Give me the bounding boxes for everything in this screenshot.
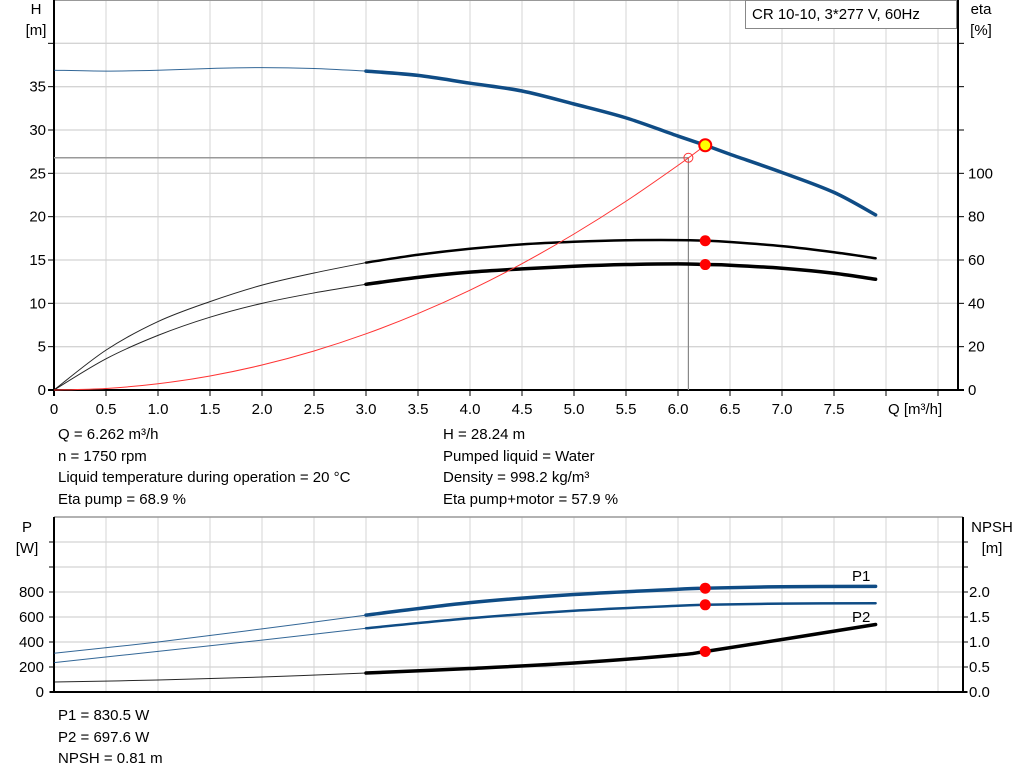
info-head: H = 28.24 m — [443, 426, 526, 443]
y-tick-label-left: 35 — [29, 79, 46, 96]
y-axis-title-right: NPSH — [971, 519, 1013, 536]
y-tick-label-left: 5 — [38, 339, 46, 356]
head-curve-thin — [53, 67, 367, 72]
info-p1: P1 = 830.5 W — [58, 707, 150, 724]
eta-pump-duty-marker — [699, 235, 711, 247]
p2-curve — [364, 602, 877, 630]
p2-series-label: P2 — [852, 609, 870, 626]
x-tick-label: 7.5 — [824, 401, 845, 418]
x-tick-label: 3.5 — [408, 401, 429, 418]
x-tick-label: 0.5 — [96, 401, 117, 418]
eta-pump-curve-thin — [53, 262, 367, 391]
head-curve — [364, 69, 878, 217]
x-tick-label: 1.5 — [200, 401, 221, 418]
npsh-curve-thin — [53, 672, 367, 683]
y-axis-unit-right: [m] — [982, 540, 1003, 557]
p1-curve-thin — [53, 614, 367, 654]
x-tick-label: 0 — [50, 401, 58, 418]
y-tick-label-right: 40 — [968, 295, 985, 312]
y-tick-label-right: 1.0 — [969, 634, 990, 651]
y-tick-label-right: 0 — [968, 382, 976, 399]
npsh-duty-marker — [699, 646, 711, 657]
y-tick-label-right: 0.0 — [969, 684, 990, 701]
x-tick-label: 4.5 — [512, 401, 533, 418]
system-curve-curve — [53, 144, 706, 391]
info-liquid-temperature: Liquid temperature during operation = 20… — [58, 469, 351, 486]
y-tick-label-right: 100 — [968, 165, 993, 182]
x-tick-label: 4.0 — [460, 401, 481, 418]
y-tick-label-left: 0 — [38, 382, 46, 399]
y-tick-label-left: 30 — [29, 122, 46, 139]
x-tick-label: 3.0 — [356, 401, 377, 418]
info-speed: n = 1750 rpm — [58, 447, 147, 465]
p1-curve — [364, 584, 878, 617]
y-axis-unit-right: [%] — [970, 22, 992, 39]
info-power: P1 = 830.5 W P2 = 697.6 W NPSH = 0.81 m — [58, 705, 163, 770]
legend-box — [745, 0, 957, 29]
y-axis-title-left: P — [22, 519, 32, 536]
eta-pump-motor-duty-marker — [699, 259, 711, 271]
y-tick-label-right: 20 — [968, 339, 985, 356]
y-tick-label-right: 80 — [968, 209, 985, 226]
x-tick-label: 2.5 — [304, 401, 325, 418]
y-tick-label-left: 15 — [29, 252, 46, 269]
y-axis-unit-left: [m] — [26, 22, 47, 39]
y-axis-title-left: H — [31, 1, 42, 18]
info-right: H = 28.24 m Pumped liquid = Water Densit… — [443, 424, 618, 510]
y-tick-label-right: 2.0 — [969, 584, 990, 601]
info-eta-pump: Eta pump = 68.9 % — [58, 490, 186, 508]
eta-pump-motor-curve — [364, 262, 878, 287]
p1-series-label: P1 — [852, 568, 870, 585]
y-axis-unit-left: [W] — [16, 540, 39, 557]
info-npsh: NPSH = 0.81 m — [58, 750, 163, 767]
x-tick-label: 5.0 — [564, 401, 585, 418]
info-eta-pump-motor: Eta pump+motor = 57.9 % — [443, 490, 619, 508]
x-axis-title: Q [m³/h] — [888, 401, 942, 418]
x-tick-label: 2.0 — [252, 401, 273, 418]
npsh-curve — [364, 622, 878, 675]
y-tick-label-left: 200 — [19, 659, 44, 676]
x-tick-label: 1.0 — [148, 401, 169, 418]
legend-title: CR 10-10, 3*277 V, 60Hz — [752, 6, 920, 23]
info-p2: P2 = 697.6 W — [58, 728, 150, 746]
p2-duty-marker — [699, 599, 711, 611]
y-tick-label-right: 0.5 — [969, 659, 990, 676]
y-tick-label-right: 1.5 — [969, 609, 990, 626]
eta-pump-curve — [364, 238, 877, 264]
y-tick-label-left: 0 — [36, 684, 44, 701]
y-tick-label-left: 800 — [19, 584, 44, 601]
p1-duty-marker — [699, 582, 711, 594]
y-tick-label-left: 20 — [29, 209, 46, 226]
duty-point-marker — [698, 138, 713, 153]
info-density: Density = 998.2 kg/m³ — [443, 469, 590, 486]
x-tick-label: 6.5 — [720, 401, 741, 418]
y-tick-label-right: 60 — [968, 252, 985, 269]
info-pumped-liquid: Pumped liquid = Water — [443, 447, 595, 465]
eta-pump-motor-curve-thin — [53, 283, 367, 391]
y-tick-label-left: 600 — [19, 609, 44, 626]
x-tick-label: 7.0 — [772, 401, 793, 418]
y-axis-title-right: eta — [971, 1, 993, 18]
info-left: Q = 6.262 m³/h n = 1750 rpm Liquid tempe… — [58, 424, 350, 510]
x-tick-label: 6.0 — [668, 401, 689, 418]
info-flow: Q = 6.262 m³/h — [58, 426, 159, 443]
y-tick-label-left: 25 — [29, 165, 46, 182]
y-tick-label-left: 10 — [29, 295, 46, 312]
x-tick-label: 5.5 — [616, 401, 637, 418]
requested-point-marker — [683, 152, 694, 163]
y-tick-label-left: 400 — [19, 634, 44, 651]
p2-curve-thin — [53, 627, 367, 664]
